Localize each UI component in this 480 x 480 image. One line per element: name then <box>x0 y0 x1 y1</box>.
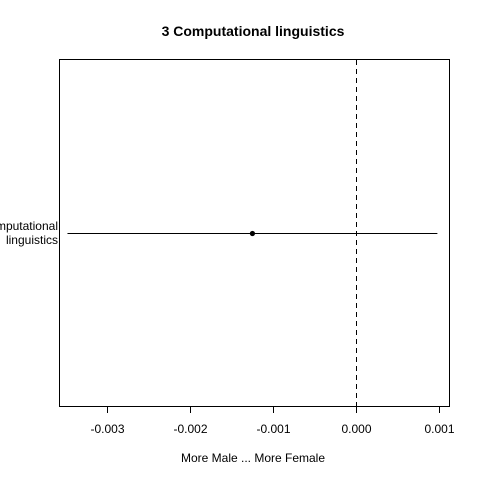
plot-marks <box>67 60 437 406</box>
point-estimate <box>250 231 255 236</box>
x-axis-label: More Male ... More Female <box>181 451 325 465</box>
x-axis: -0.003 -0.002 -0.001 0.000 0.001 <box>90 406 454 436</box>
x-tick-label: -0.001 <box>256 422 290 436</box>
x-tick-label: -0.003 <box>90 422 124 436</box>
category-label: Computational <box>0 219 58 233</box>
chart-title: 3 Computational linguistics <box>162 23 345 39</box>
x-tick-label: 0.000 <box>341 422 371 436</box>
x-tick-label: 0.001 <box>424 422 454 436</box>
category-label: linguistics <box>6 233 58 247</box>
x-tick-label: -0.002 <box>173 422 207 436</box>
